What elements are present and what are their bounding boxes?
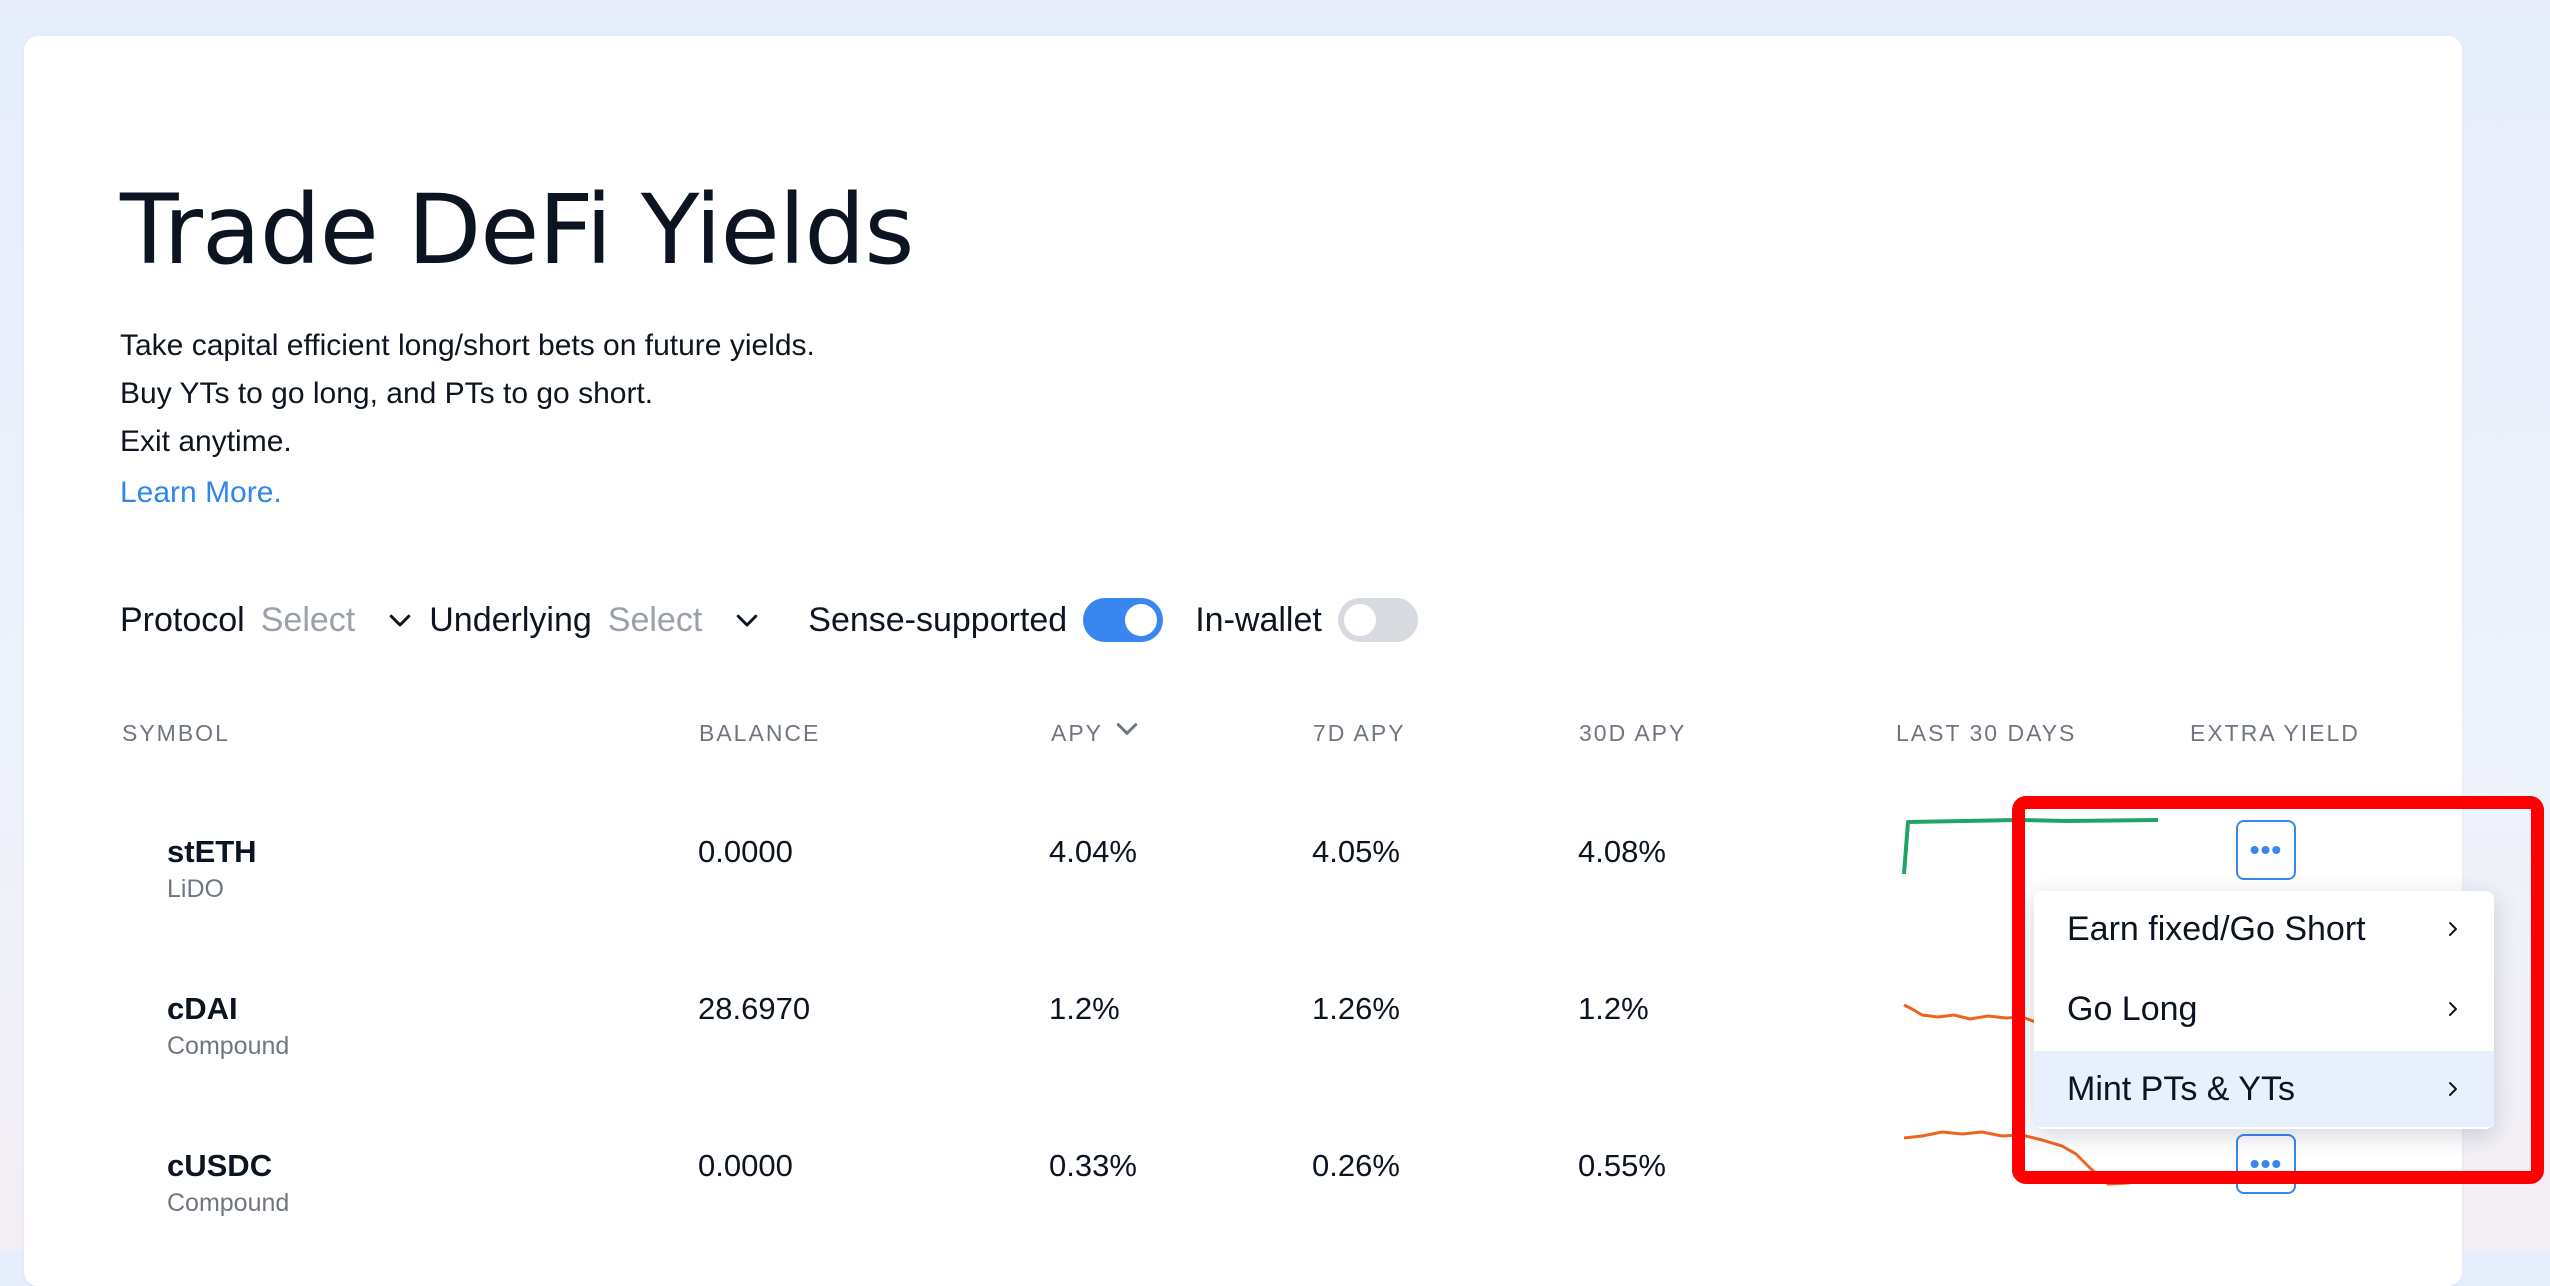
- chevron-down-icon: [737, 614, 758, 627]
- row-balance: 0.0000: [698, 834, 793, 869]
- column-header-7d-apy[interactable]: 7D APY: [1313, 720, 1406, 746]
- sort-chevron-down-icon[interactable]: [1114, 716, 1140, 742]
- row-symbol[interactable]: cUSDC: [167, 1148, 273, 1183]
- column-header-last-30-days: LAST 30 DAYS: [1896, 720, 2077, 746]
- column-header-extra-yield: EXTRA YIELD: [2190, 720, 2360, 746]
- row-actions-menu: Earn fixed/Go Short Go Long Mint PTs & Y…: [2034, 891, 2494, 1129]
- toggle-knob: [1343, 604, 1376, 636]
- chevron-down-icon: [389, 614, 411, 627]
- row-7d-apy: 4.05%: [1312, 834, 1400, 869]
- row-more-button[interactable]: •••: [2236, 1134, 2296, 1194]
- in-wallet-label: In-wallet: [1195, 600, 1322, 639]
- column-header-apy[interactable]: APY: [1051, 720, 1104, 746]
- in-wallet-toggle[interactable]: [1337, 598, 1418, 642]
- column-header-30d-apy[interactable]: 30D APY: [1579, 720, 1687, 746]
- menu-item-label: Earn fixed/Go Short: [2067, 909, 2366, 948]
- row-balance: 0.0000: [698, 1148, 793, 1183]
- row-30d-apy: 1.2%: [1578, 991, 1649, 1026]
- row-30d-apy: 4.08%: [1578, 834, 1666, 869]
- protocol-select[interactable]: Select: [261, 601, 416, 640]
- menu-item-go-long[interactable]: Go Long: [2034, 971, 2494, 1047]
- row-symbol[interactable]: cDAI: [167, 991, 238, 1026]
- sense-supported-label: Sense-supported: [808, 600, 1068, 639]
- learn-more-link[interactable]: Learn More.: [120, 476, 282, 509]
- menu-item-mint-pts-yts[interactable]: Mint PTs & YTs: [2034, 1051, 2494, 1127]
- row-more-button[interactable]: •••: [2236, 820, 2296, 880]
- row-apy: 1.2%: [1049, 991, 1120, 1026]
- row-30d-apy: 0.55%: [1578, 1148, 1666, 1183]
- row-apy: 0.33%: [1049, 1148, 1137, 1183]
- protocol-filter-label: Protocol: [120, 600, 245, 639]
- sense-supported-toggle[interactable]: [1083, 598, 1164, 642]
- chevron-right-icon: [2449, 1082, 2457, 1096]
- menu-item-label: Mint PTs & YTs: [2067, 1069, 2295, 1108]
- page-title: Trade DeFi Yields: [120, 174, 914, 286]
- description-line-1: Take capital efficient long/short bets o…: [120, 329, 815, 362]
- row-protocol: Compound: [167, 1032, 290, 1060]
- row-protocol: Compound: [167, 1189, 290, 1217]
- column-header-balance[interactable]: BALANCE: [699, 720, 821, 746]
- toggle-knob: [1125, 604, 1158, 636]
- row-symbol[interactable]: stETH: [167, 834, 257, 869]
- protocol-select-value: Select: [260, 600, 356, 639]
- menu-item-earn-fixed-go-short[interactable]: Earn fixed/Go Short: [2034, 891, 2494, 967]
- row-protocol: LiDO: [167, 875, 224, 903]
- underlying-select[interactable]: Select: [608, 601, 763, 640]
- column-header-symbol[interactable]: SYMBOL: [122, 720, 230, 746]
- underlying-filter-label: Underlying: [429, 600, 592, 639]
- chevron-right-icon: [2449, 1002, 2457, 1016]
- highlight-annotation-box: [2012, 796, 2544, 1184]
- row-balance: 28.6970: [698, 991, 811, 1026]
- row-apy: 4.04%: [1049, 834, 1137, 869]
- filter-bar: Protocol Select Underlying Select Sense-…: [120, 594, 1418, 646]
- row-7d-apy: 1.26%: [1312, 991, 1400, 1026]
- underlying-select-value: Select: [607, 600, 703, 639]
- row-7d-apy: 0.26%: [1312, 1148, 1400, 1183]
- chevron-right-icon: [2449, 922, 2457, 936]
- description-line-2: Buy YTs to go long, and PTs to go short.: [120, 377, 654, 410]
- ellipsis-icon: •••: [2249, 834, 2283, 865]
- description-line-3: Exit anytime.: [120, 425, 292, 458]
- menu-item-label: Go Long: [2067, 989, 2198, 1028]
